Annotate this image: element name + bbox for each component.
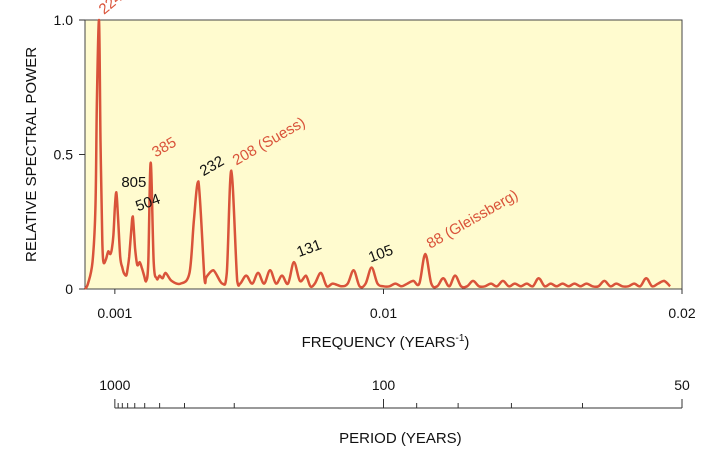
- x-axis-title: FREQUENCY (YEARS-1): [302, 333, 470, 351]
- spectrum-series-line: [83, 18, 671, 290]
- x-axis-title-main: FREQUENCY (YEARS: [302, 334, 456, 351]
- x-tick-label: 0.01: [370, 305, 397, 321]
- plot-background: [84, 19, 683, 290]
- period-tick-label: 100: [372, 377, 396, 393]
- period-axis-title: PERIOD (YEARS): [339, 430, 462, 447]
- period-tick-label: 1000: [99, 377, 130, 393]
- x-tick-label: 0.02: [668, 305, 695, 321]
- y-tick-label: 1.0: [54, 12, 74, 28]
- main-axis-ticks: 0 0.5 1.0 0.001 0.01 0.02: [54, 12, 696, 321]
- x-axis-title-end: ): [464, 334, 469, 351]
- y-tick-label: 0: [65, 281, 73, 297]
- period-tick-label: 50: [674, 377, 690, 393]
- y-axis-title: RELATIVE SPECTRAL POWER: [23, 47, 40, 262]
- period-axis: 1000 100 50: [99, 377, 690, 409]
- peak-label: 805: [121, 174, 146, 191]
- y-tick-label: 0.5: [54, 147, 74, 163]
- peak-label: 2241: [96, 0, 132, 18]
- x-axis-title-superscript: -1: [456, 333, 465, 344]
- x-tick-label: 0.001: [97, 305, 132, 321]
